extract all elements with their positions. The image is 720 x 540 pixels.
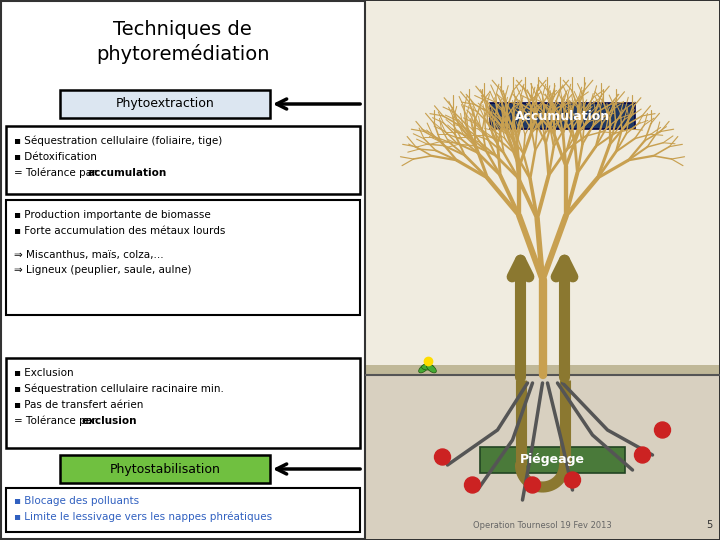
Text: ▪ Limite le lessivage vers les nappes phréatiques: ▪ Limite le lessivage vers les nappes ph…: [14, 512, 272, 523]
Bar: [6, 126, 360, 194]
Text: ▪ Séquestration cellulaire racinaire min.: ▪ Séquestration cellulaire racinaire min…: [14, 384, 224, 395]
Bar: [490, 103, 635, 129]
Circle shape: [654, 422, 670, 438]
Text: exclusion: exclusion: [82, 416, 138, 426]
Text: = Tolérance par: = Tolérance par: [14, 416, 99, 427]
Circle shape: [464, 477, 480, 493]
Circle shape: [564, 472, 580, 488]
Bar: [6, 200, 360, 315]
Text: ⇒ Ligneux (peuplier, saule, aulne): ⇒ Ligneux (peuplier, saule, aulne): [14, 265, 192, 275]
Text: Phytoextraction: Phytoextraction: [116, 98, 215, 111]
Text: Techniques de
phytoremédiation: Techniques de phytoremédiation: [96, 20, 269, 64]
Bar: [366, 365, 719, 375]
Bar: [6, 488, 360, 532]
Text: ▪ Production importante de biomasse: ▪ Production importante de biomasse: [14, 210, 211, 220]
Text: Operation Tournesol 19 Fev 2013: Operation Tournesol 19 Fev 2013: [473, 521, 612, 530]
Circle shape: [634, 447, 650, 463]
Bar: [366, 375, 719, 539]
Text: ▪ Exclusion: ▪ Exclusion: [14, 368, 73, 378]
Text: Piégeage: Piégeage: [520, 454, 585, 467]
Text: Accumulation: Accumulation: [515, 110, 610, 123]
Text: ▪ Séquestration cellulaire (foliaire, tige): ▪ Séquestration cellulaire (foliaire, ti…: [14, 136, 222, 146]
Text: ▪ Détoxification: ▪ Détoxification: [14, 152, 97, 162]
Text: ▪ Blocage des polluants: ▪ Blocage des polluants: [14, 496, 139, 506]
Ellipse shape: [426, 364, 436, 373]
Bar: [60, 90, 270, 118]
Bar: [6, 358, 360, 448]
Circle shape: [434, 449, 451, 465]
Text: = Tolérance par: = Tolérance par: [14, 168, 99, 179]
Text: ⇒ Miscanthus, maïs, colza,...: ⇒ Miscanthus, maïs, colza,...: [14, 250, 163, 260]
Text: Phytostabilisation: Phytostabilisation: [109, 462, 220, 476]
Text: ▪ Forte accumulation des métaux lourds: ▪ Forte accumulation des métaux lourds: [14, 226, 225, 236]
Bar: [366, 1, 719, 539]
Text: 5: 5: [706, 520, 712, 530]
Circle shape: [524, 477, 541, 493]
Ellipse shape: [418, 364, 428, 373]
Text: ▪ Pas de transfert aérien: ▪ Pas de transfert aérien: [14, 400, 143, 410]
Ellipse shape: [421, 364, 433, 370]
Bar: [60, 455, 270, 483]
Text: accumulation: accumulation: [88, 168, 167, 178]
Bar: [480, 447, 625, 473]
